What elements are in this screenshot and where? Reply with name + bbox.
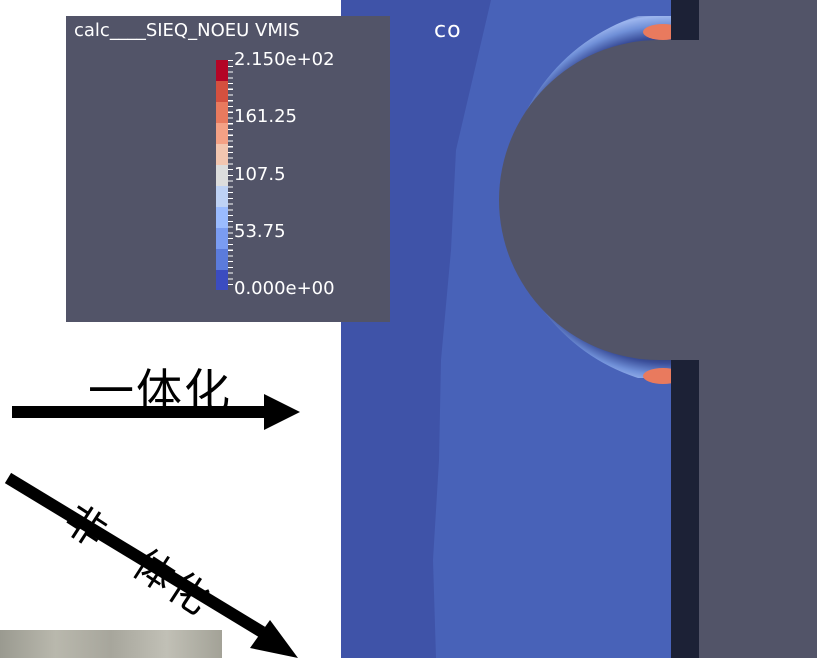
legend-label-max: 2.150e+02 [234, 49, 335, 70]
label-integrated: 一体化 [88, 364, 232, 418]
stress-contour-plot [341, 0, 817, 658]
edge-strip-top [671, 0, 699, 40]
render-viewport[interactable] [341, 0, 817, 658]
legend-ticks [228, 60, 233, 290]
legend-swatch [216, 186, 228, 207]
legend-swatch [216, 249, 228, 270]
legend-swatch [216, 270, 228, 290]
legend-label-3: 161.25 [234, 106, 297, 127]
legend-title: calc____SIEQ_NOEU VMIS [74, 20, 300, 41]
photo-thumbnail [0, 630, 222, 658]
legend-swatch [216, 207, 228, 228]
arrow-diagonal-icon [4, 472, 298, 658]
right-body [699, 0, 817, 658]
legend-label-1: 53.75 [234, 221, 286, 242]
legend-swatch [216, 102, 228, 123]
arrow-right-icon [12, 394, 300, 430]
color-legend: calc____SIEQ_NOEU VMIS 2.150e+02 161.25 … [66, 16, 390, 322]
legend-swatch [216, 144, 228, 165]
legend-swatch [216, 228, 228, 249]
legend-swatch [216, 60, 228, 81]
hole-region [499, 40, 671, 360]
viewport-label: co [434, 18, 462, 43]
legend-swatch [216, 123, 228, 144]
legend-label-min: 0.000e+00 [234, 278, 335, 299]
edge-strip-bottom [671, 360, 699, 658]
legend-colorbar [216, 60, 228, 290]
legend-swatch [216, 165, 228, 186]
legend-swatch [216, 81, 228, 102]
legend-label-2: 107.5 [234, 164, 286, 185]
